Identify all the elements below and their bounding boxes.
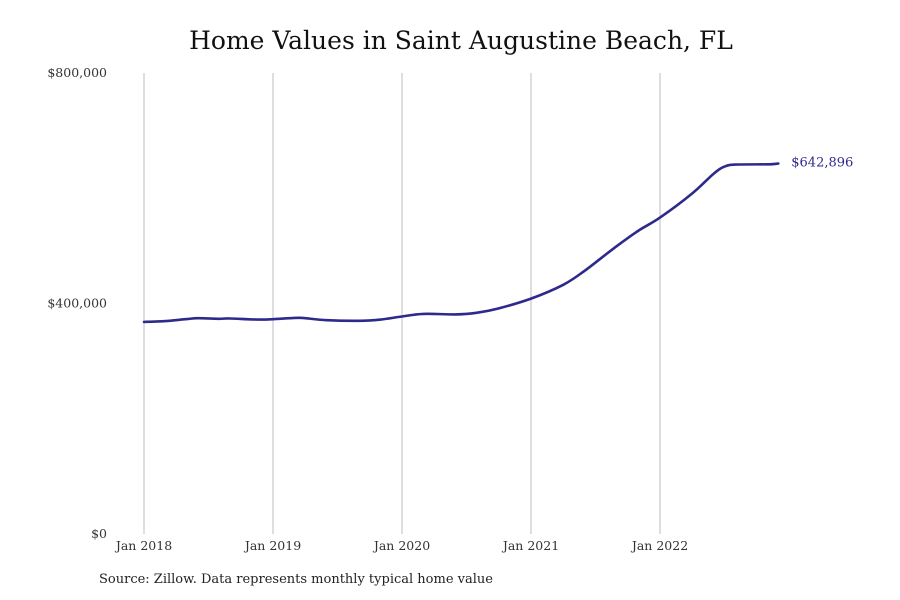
x-tick-label: Jan 2020 bbox=[372, 538, 430, 553]
y-axis-ticks: $0 $400,000 $800,000 bbox=[47, 65, 107, 541]
x-tick-label: Jan 2019 bbox=[243, 538, 301, 553]
y-tick-label: $400,000 bbox=[47, 296, 107, 311]
series-line-0 bbox=[142, 162, 780, 324]
end-value-label: $642,896 bbox=[791, 156, 853, 171]
chart-title: Home Values in Saint Augustine Beach, FL bbox=[189, 26, 733, 55]
y-tick-label: $800,000 bbox=[47, 65, 107, 80]
x-tick-label: Jan 2018 bbox=[114, 538, 172, 553]
gridlines bbox=[143, 73, 661, 534]
x-tick-label: Jan 2021 bbox=[501, 538, 559, 553]
y-tick-label: $0 bbox=[91, 526, 107, 541]
x-tick-label: Jan 2022 bbox=[630, 538, 688, 553]
source-note: Source: Zillow. Data represents monthly … bbox=[99, 572, 493, 587]
series-layer bbox=[142, 162, 780, 324]
x-axis-ticks: Jan 2018 Jan 2019 Jan 2020 Jan 2021 Jan 2022 bbox=[114, 538, 688, 553]
